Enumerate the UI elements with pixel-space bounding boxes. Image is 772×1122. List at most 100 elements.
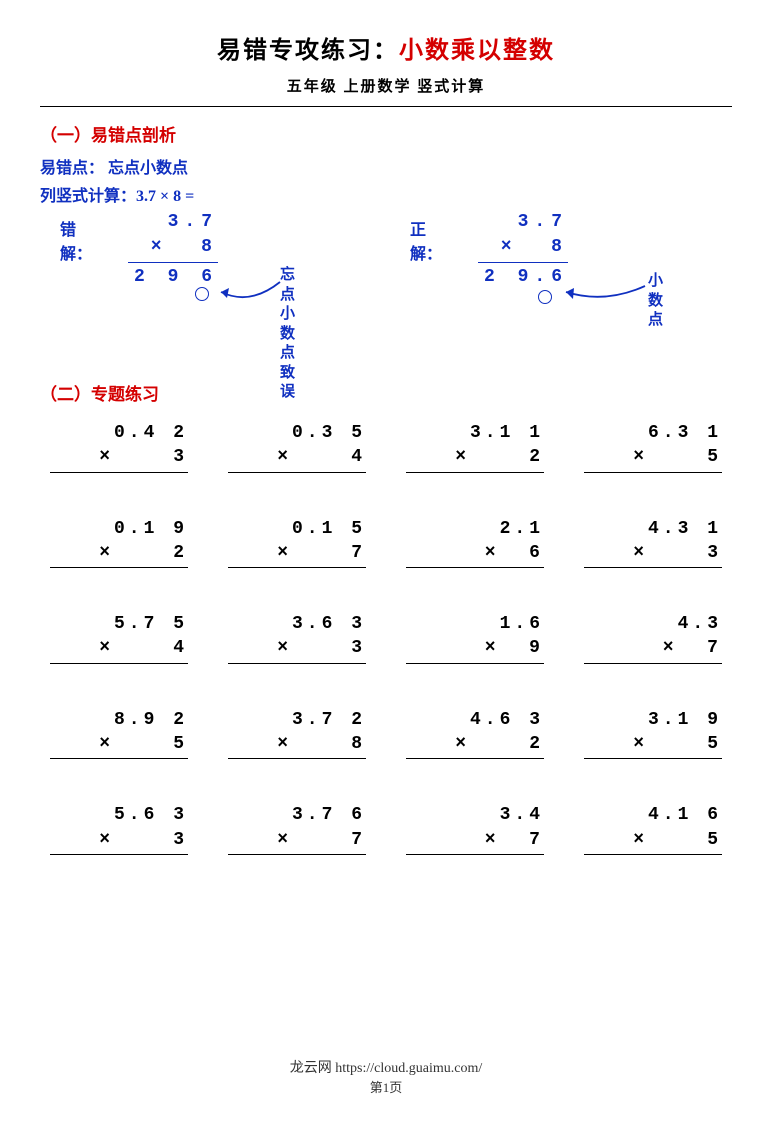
- problem: 8.9 2× 5: [50, 708, 188, 760]
- circle-icon: [538, 290, 552, 304]
- arrow-icon: [560, 282, 650, 308]
- problem-bottom: × 2: [406, 445, 544, 469]
- problem-line: [584, 663, 722, 664]
- problems-grid: 0.4 2× 30.3 5× 43.1 1× 26.3 1× 50.1 9× 2…: [40, 413, 732, 855]
- problem-bottom: × 3: [50, 445, 188, 469]
- problem-bottom: × 3: [50, 828, 188, 852]
- problem-bottom: × 3: [584, 541, 722, 565]
- problem-bottom: × 3: [228, 636, 366, 660]
- section-analysis: （一）易错点剖析 易错点： 忘点小数点 列竖式计算：3.7 × 8 = 错解： …: [40, 121, 732, 370]
- problem-bottom: × 7: [228, 828, 366, 852]
- problem-bottom: × 7: [406, 828, 544, 852]
- problem-top: 4.6 3: [406, 708, 544, 732]
- problem-line: [50, 854, 188, 855]
- section-practice: （二）专题练习 0.4 2× 30.3 5× 43.1 1× 26.3 1× 5…: [40, 380, 732, 855]
- problem: 3.7 6× 7: [228, 803, 366, 855]
- problem-line: [406, 758, 544, 759]
- page-title: 易错专攻练习：小数乘以整数: [40, 30, 732, 65]
- error-point: 易错点： 忘点小数点: [40, 154, 732, 178]
- wrong-label: 错解：: [60, 216, 92, 264]
- problem: 1.6× 9: [406, 612, 544, 664]
- section-2-heading: （二）专题练习: [40, 380, 732, 405]
- analysis-area: 错解： 3.7 × 8 2 9 6 忘点小数 点致误 正解： 3.7 × 8: [40, 210, 732, 370]
- problem: 0.4 2× 3: [50, 421, 188, 473]
- problem: 0.1 9× 2: [50, 517, 188, 569]
- footer-page: 第1页: [0, 1077, 772, 1096]
- divider: [40, 106, 732, 107]
- problem-top: 5.7 5: [50, 612, 188, 636]
- problem-line: [228, 472, 366, 473]
- problem-bottom: × 2: [406, 732, 544, 756]
- subtitle: 五年级 上册数学 竖式计算: [40, 75, 732, 96]
- problem-bottom: × 5: [584, 445, 722, 469]
- problem-bottom: × 5: [50, 732, 188, 756]
- problem-line: [50, 567, 188, 568]
- problem: 3.6 3× 3: [228, 612, 366, 664]
- problem-bottom: × 7: [228, 541, 366, 565]
- problem-bottom: × 6: [406, 541, 544, 565]
- problem-line: [228, 663, 366, 664]
- header: 易错专攻练习：小数乘以整数 五年级 上册数学 竖式计算: [40, 30, 732, 96]
- problem: 0.3 5× 4: [228, 421, 366, 473]
- arrow-icon: [215, 278, 285, 308]
- title-red: 小数乘以整数: [399, 38, 555, 64]
- problem: 4.1 6× 5: [584, 803, 722, 855]
- problem: 4.6 3× 2: [406, 708, 544, 760]
- problem-line: [406, 567, 544, 568]
- correct-top: 3.7: [478, 210, 568, 235]
- problem-bottom: × 5: [584, 732, 722, 756]
- problem-bottom: × 4: [228, 445, 366, 469]
- correct-line: [478, 262, 568, 263]
- problem-top: 3.7 6: [228, 803, 366, 827]
- problem-line: [584, 567, 722, 568]
- problem-line: [584, 758, 722, 759]
- problem-top: 8.9 2: [50, 708, 188, 732]
- problem-bottom: × 7: [584, 636, 722, 660]
- problem-line: [584, 472, 722, 473]
- problem-top: 3.4: [406, 803, 544, 827]
- problem-line: [228, 758, 366, 759]
- problem: 2.1× 6: [406, 517, 544, 569]
- problem-statement: 列竖式计算：3.7 × 8 =: [40, 182, 732, 206]
- problem-bottom: × 8: [228, 732, 366, 756]
- problem-line: [584, 854, 722, 855]
- problem-top: 5.6 3: [50, 803, 188, 827]
- problem-top: 4.3: [584, 612, 722, 636]
- problem-line: [228, 854, 366, 855]
- problem-top: 0.3 5: [228, 421, 366, 445]
- problem-line: [406, 854, 544, 855]
- problem: 5.7 5× 4: [50, 612, 188, 664]
- problem-top: 2.1: [406, 517, 544, 541]
- problem-top: 0.1 9: [50, 517, 188, 541]
- correct-label: 正解：: [410, 216, 442, 264]
- correct-result: 2 9.6: [478, 265, 568, 290]
- problem-line: [228, 567, 366, 568]
- wrong-annotation: 忘点小数 点致误: [280, 266, 295, 403]
- problem: 3.1 9× 5: [584, 708, 722, 760]
- problem-top: 3.7 2: [228, 708, 366, 732]
- problem-bottom: × 9: [406, 636, 544, 660]
- problem-line: [50, 758, 188, 759]
- problem-line: [406, 472, 544, 473]
- wrong-line: [128, 262, 218, 263]
- footer: 龙云网 https://cloud.guaimu.com/ 第1页: [0, 1057, 772, 1096]
- problem-top: 3.1 1: [406, 421, 544, 445]
- problem-line: [50, 663, 188, 664]
- problem-top: 1.6: [406, 612, 544, 636]
- problem: 0.1 5× 7: [228, 517, 366, 569]
- correct-annotation: 小数点: [648, 272, 663, 331]
- problem: 5.6 3× 3: [50, 803, 188, 855]
- section-1-heading: （一）易错点剖析: [40, 121, 732, 146]
- correct-mid: × 8: [478, 235, 568, 260]
- problem-top: 4.1 6: [584, 803, 722, 827]
- problem-bottom: × 2: [50, 541, 188, 565]
- problem-line: [406, 663, 544, 664]
- problem: 4.3× 7: [584, 612, 722, 664]
- problem-line: [50, 472, 188, 473]
- problem: 6.3 1× 5: [584, 421, 722, 473]
- problem-top: 3.6 3: [228, 612, 366, 636]
- problem: 4.3 1× 3: [584, 517, 722, 569]
- problem: 3.7 2× 8: [228, 708, 366, 760]
- problem: 3.4× 7: [406, 803, 544, 855]
- title-black: 易错专攻练习：: [217, 38, 399, 64]
